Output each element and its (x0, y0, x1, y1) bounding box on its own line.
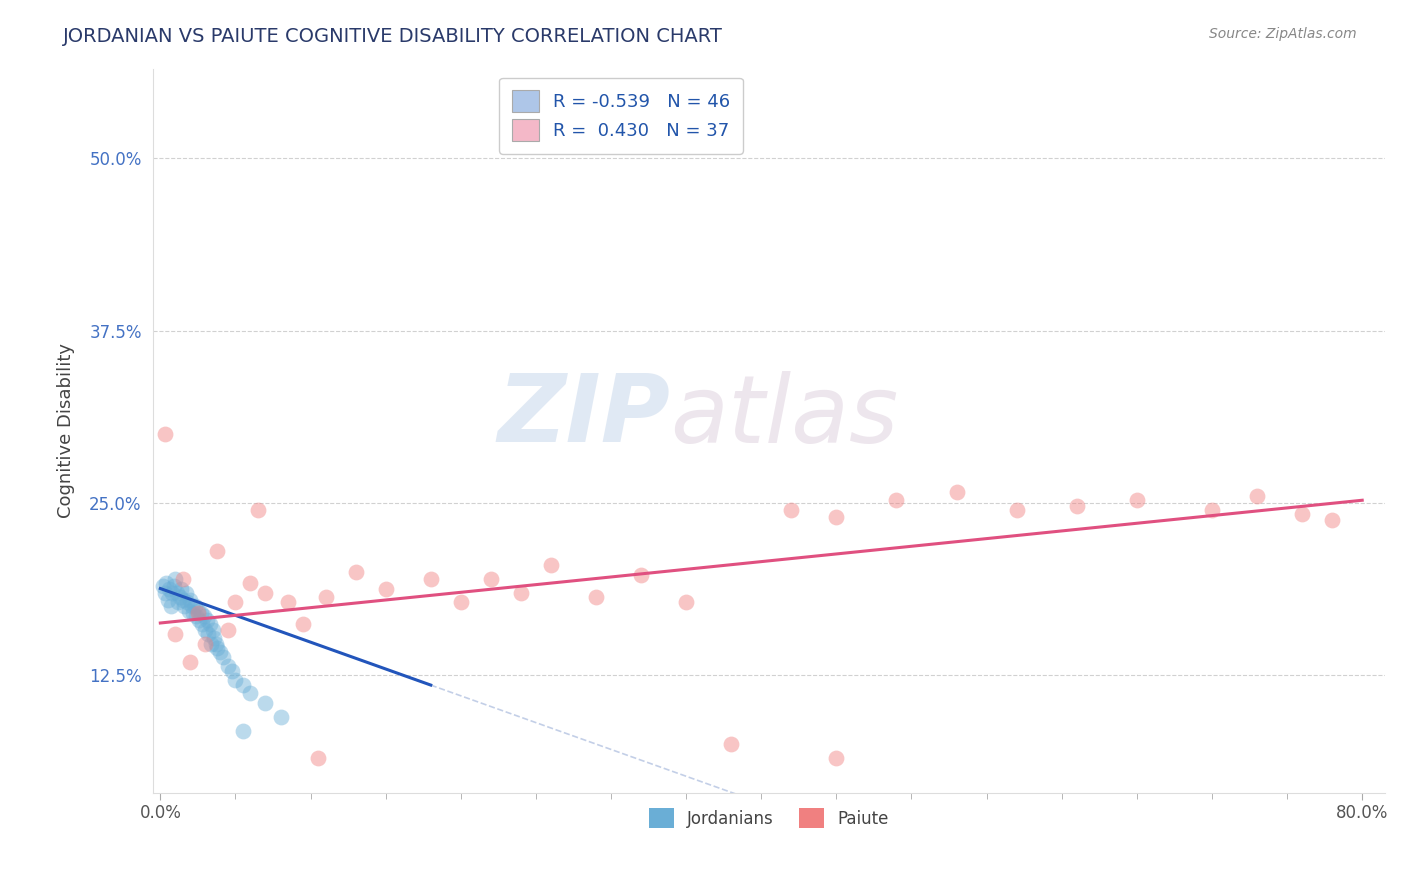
Point (585, 590, 607, 604)
Point (254, 585, 277, 599)
Point (179, 592, 201, 607)
Point (509, 585, 531, 599)
Point (1201, 503, 1223, 517)
Point (155, 576, 177, 591)
Point (344, 565, 367, 579)
Text: ZIP: ZIP (498, 370, 671, 462)
Point (232, 678, 254, 692)
Point (1291, 507, 1313, 521)
Point (886, 493, 908, 508)
Point (224, 595, 246, 609)
Point (217, 623, 239, 637)
Point (153, 427, 176, 442)
Point (277, 595, 299, 609)
Point (172, 592, 194, 607)
Point (202, 631, 225, 645)
Point (315, 590, 337, 604)
Point (176, 595, 198, 609)
Point (540, 558, 562, 572)
Point (187, 607, 209, 621)
Point (179, 655, 201, 669)
Point (165, 572, 187, 586)
Text: Source: ZipAtlas.com: Source: ZipAtlas.com (1209, 27, 1357, 41)
Point (201, 623, 224, 637)
Point (152, 579, 174, 593)
Point (217, 658, 239, 673)
Point (195, 613, 218, 627)
Point (675, 595, 697, 609)
Point (177, 604, 200, 618)
Point (173, 599, 195, 614)
Point (162, 585, 184, 599)
Point (1005, 503, 1028, 517)
Point (174, 585, 197, 599)
Point (945, 485, 967, 500)
Point (239, 576, 262, 591)
Point (1320, 512, 1343, 526)
Point (190, 607, 212, 621)
Point (374, 582, 396, 596)
Point (186, 609, 208, 624)
Text: atlas: atlas (671, 370, 898, 461)
Point (212, 650, 235, 665)
Y-axis label: Cognitive Disability: Cognitive Disability (58, 343, 75, 518)
Point (479, 572, 502, 586)
Point (156, 592, 179, 607)
Point (170, 582, 193, 596)
Point (153, 585, 176, 599)
Point (419, 572, 441, 586)
Point (167, 595, 190, 609)
Point (239, 686, 262, 700)
Point (292, 617, 315, 632)
Point (160, 599, 183, 614)
Point (172, 572, 194, 586)
Point (221, 665, 243, 679)
Point (191, 617, 214, 632)
Point (630, 567, 652, 582)
Point (180, 599, 202, 614)
Point (187, 604, 209, 618)
Point (254, 696, 277, 710)
Point (194, 637, 217, 651)
Point (165, 627, 187, 641)
Point (780, 503, 803, 517)
Point (157, 582, 180, 596)
Legend: Jordanians, Paiute: Jordanians, Paiute (643, 801, 896, 835)
Point (232, 723, 254, 738)
Point (207, 544, 229, 558)
Point (720, 738, 742, 752)
Point (188, 613, 211, 627)
Point (1246, 489, 1268, 503)
Point (184, 599, 207, 614)
Point (825, 751, 848, 765)
Point (224, 673, 246, 687)
Point (193, 609, 215, 624)
Point (194, 623, 217, 637)
Point (207, 640, 229, 655)
Point (197, 627, 219, 641)
Point (198, 617, 221, 632)
Point (246, 503, 269, 517)
Point (166, 585, 188, 599)
Point (1066, 499, 1088, 513)
Point (307, 751, 329, 765)
Point (270, 710, 292, 724)
Text: JORDANIAN VS PAIUTE COGNITIVE DISABILITY CORRELATION CHART: JORDANIAN VS PAIUTE COGNITIVE DISABILITY… (63, 27, 723, 45)
Point (450, 595, 472, 609)
Point (200, 637, 222, 651)
Point (1126, 493, 1149, 508)
Point (209, 645, 232, 659)
Point (183, 607, 205, 621)
Point (825, 509, 848, 524)
Point (163, 579, 186, 593)
Point (205, 637, 228, 651)
Point (169, 590, 191, 604)
